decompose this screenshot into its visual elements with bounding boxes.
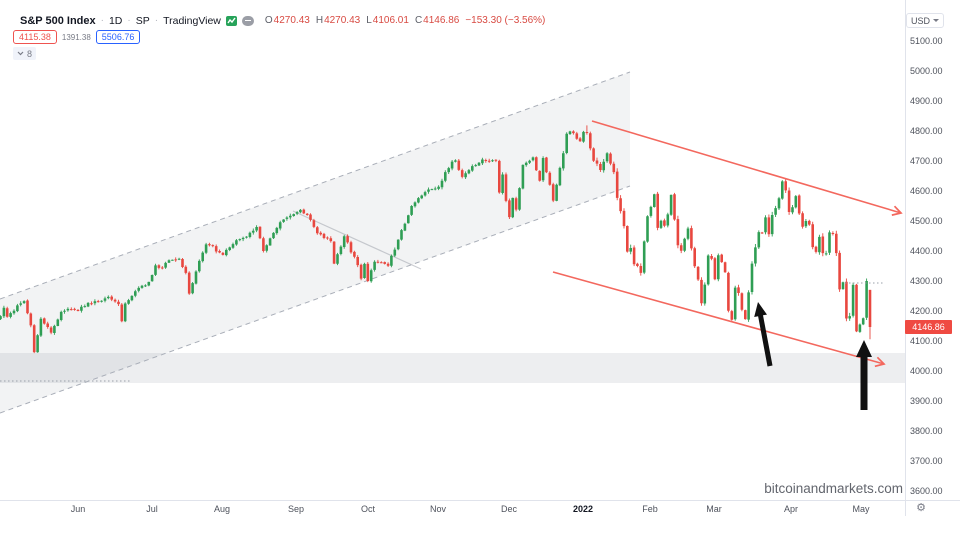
legend-separator: · xyxy=(100,15,104,26)
dotted-helper-lines xyxy=(0,282,884,382)
price-flag-red[interactable]: 4115.38 xyxy=(13,30,57,44)
currency-unit-button[interactable]: USD xyxy=(906,13,945,28)
visibility-icon[interactable] xyxy=(241,15,254,26)
price-flag-blue[interactable]: 5506.76 xyxy=(95,30,141,44)
price-axis-label: 5000.00 xyxy=(910,66,943,76)
legend-collapse-chip[interactable]: 8 xyxy=(13,47,37,60)
legend-separator: · xyxy=(154,15,159,26)
price-axis-label: 4700.00 xyxy=(910,156,943,166)
black-annotation-arrows[interactable] xyxy=(754,302,872,410)
price-axis-label: 4900.00 xyxy=(910,96,943,106)
change-value: −153.30 (−3.56%) xyxy=(465,15,546,26)
settings-gear-icon[interactable]: ⚙ xyxy=(916,502,926,514)
price-axis-label: 4500.00 xyxy=(910,216,943,226)
exchange-label[interactable]: SP xyxy=(135,14,150,27)
legend-separator: · xyxy=(127,15,131,26)
chevron-down-icon xyxy=(933,19,940,22)
time-axis-label: Feb xyxy=(642,504,658,514)
price-axis[interactable]: 5100.00 5000.00 4900.00 4800.00 4700.00 4600.… xyxy=(906,0,960,500)
price-axis-label: 3600.00 xyxy=(910,486,943,496)
tradingview-logo-icon xyxy=(225,15,237,26)
time-axis-label: 2022 xyxy=(572,504,594,514)
high-value: 4270.43 xyxy=(324,15,361,26)
price-axis-label: 4400.00 xyxy=(910,246,943,256)
symbol-title[interactable]: S&P 500 Index xyxy=(20,14,96,27)
time-axis-label: Nov xyxy=(429,504,447,514)
candlestick-series xyxy=(0,125,872,354)
time-axis-label: Apr xyxy=(783,504,799,514)
price-flag-plain[interactable]: 1391.38 xyxy=(61,32,91,42)
support-zone-rectangle[interactable] xyxy=(0,353,905,383)
price-axis-label: 4100.00 xyxy=(910,336,943,346)
interval-label[interactable]: 1D xyxy=(108,14,123,27)
ascending-channel-drawing[interactable] xyxy=(0,71,631,414)
time-axis-label: Dec xyxy=(500,504,518,514)
price-axis-label: 4600.00 xyxy=(910,186,943,196)
chevron-down-icon xyxy=(17,51,24,56)
watermark-text: bitcoinandmarkets.com xyxy=(764,481,903,496)
ohlc-readout: O 4270.43 H 4270.43 L 4106.01 C 4146.86 −153… xyxy=(264,15,546,26)
time-axis-label: Sep xyxy=(287,504,305,514)
price-axis-label: 4200.00 xyxy=(910,306,943,316)
close-value: 4146.86 xyxy=(423,15,460,26)
low-value: 4106.01 xyxy=(372,15,409,26)
price-axis-label: 3800.00 xyxy=(910,426,943,436)
open-value: 4270.43 xyxy=(273,15,310,26)
time-axis-label: May xyxy=(852,504,870,514)
price-axis-label: 4800.00 xyxy=(910,126,943,136)
indicator-count: 8 xyxy=(27,48,33,59)
price-axis-label: 5100.00 xyxy=(910,36,943,46)
price-axis-label: 4300.00 xyxy=(910,276,943,286)
price-flags-row: 4115.38 1391.38 5506.76 xyxy=(13,30,141,44)
time-axis-label: Aug xyxy=(213,504,231,514)
time-axis[interactable]: Jun Jul Aug Sep Oct Nov Dec 2022 Feb Mar Apr May xyxy=(0,501,960,517)
price-axis-label: 4000.00 xyxy=(910,366,943,376)
time-axis-label: Jul xyxy=(146,504,158,514)
descending-trendlines[interactable] xyxy=(552,120,903,368)
price-axis-label: 3900.00 xyxy=(910,396,943,406)
time-axis-label: Mar xyxy=(706,504,722,514)
last-price-badge: 4146.86 xyxy=(905,319,952,334)
currency-label: USD xyxy=(911,15,931,26)
time-axis-label: Jun xyxy=(70,504,86,514)
price-axis-label: 3700.00 xyxy=(910,456,943,466)
time-axis-label: Oct xyxy=(360,504,376,514)
provider-label: TradingView xyxy=(163,14,221,27)
